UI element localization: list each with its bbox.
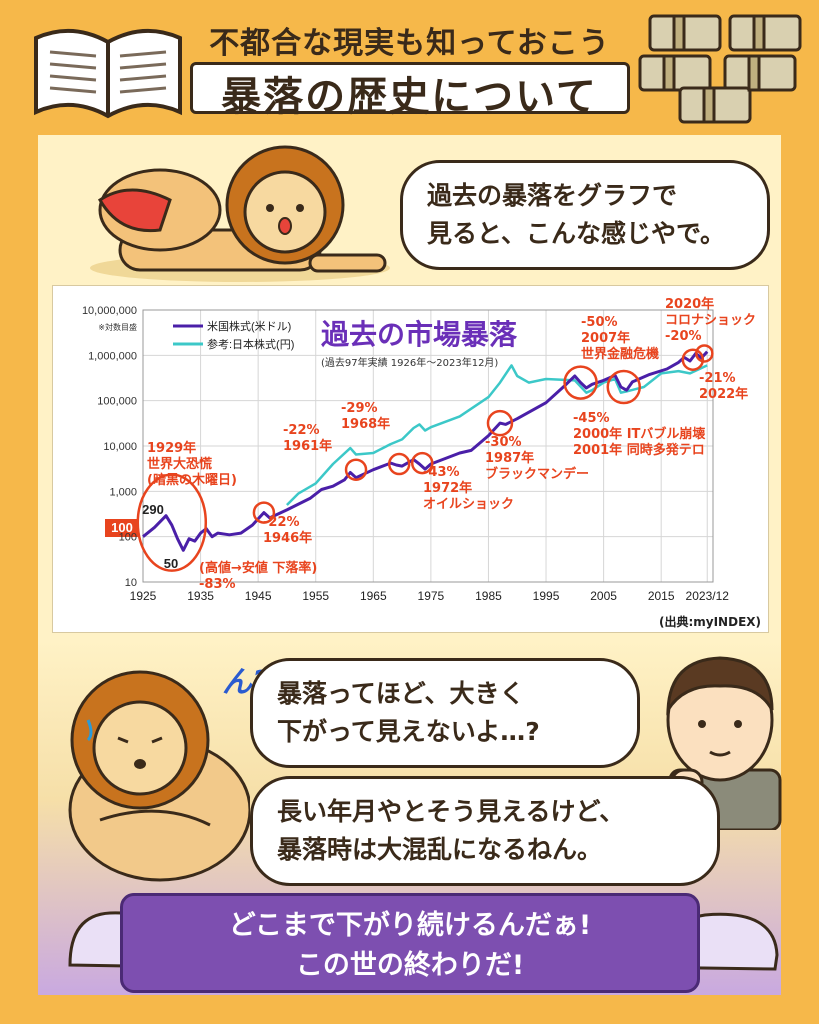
- legend-label: 参考:日本株式(円): [207, 337, 294, 351]
- event-circle: [681, 348, 705, 371]
- event-label: 2020年: [665, 296, 714, 312]
- y-tick-label: 10,000,000: [82, 305, 137, 317]
- value-label: 100: [111, 520, 133, 535]
- event-label: -22%: [283, 423, 320, 438]
- banner-line: どこまで下がり続けるんだぁ!: [228, 910, 592, 941]
- bubble-line: 過去の暴落をグラフで: [427, 181, 678, 210]
- bubble-line: 暴落時は大混乱になるねん。: [277, 835, 603, 864]
- event-circle: [563, 365, 598, 400]
- event-label: 1968年: [341, 416, 390, 432]
- page-title: 暴落の歴史について: [221, 74, 598, 120]
- event-circle: [387, 452, 411, 476]
- x-tick-label: 1955: [302, 589, 329, 603]
- legend-label: 米国株式(米ドル): [207, 319, 291, 333]
- x-tick-label: 1935: [187, 589, 214, 603]
- shout-banner: どこまで下がり続けるんだぁ! この世の終わりだ!: [120, 893, 700, 993]
- x-tick-label: 2015: [648, 589, 675, 603]
- event-circle: [606, 369, 642, 405]
- lion-worried-illustration: [68, 670, 250, 882]
- value-label: 290: [142, 502, 164, 517]
- y-tick-label: 10,000: [103, 441, 137, 453]
- money-stack-icon: [638, 14, 802, 124]
- event-label: -30%: [485, 435, 522, 450]
- event-label: -83%: [199, 577, 236, 592]
- event-label: -50%: [581, 315, 618, 330]
- x-tick-label: 1995: [533, 589, 560, 603]
- event-label: 2000年 ITバブル崩壊: [573, 426, 706, 442]
- event-label: 2007年: [581, 330, 630, 346]
- chart-title: 過去の市場暴落: [321, 318, 518, 351]
- chart-text: 10,000,000 1,000,000 100,000 10,000 1,000 100…: [82, 305, 761, 629]
- x-tick-label: 1965: [360, 589, 387, 603]
- x-tick-label: 1975: [418, 589, 445, 603]
- speech-bubble-man: 暴落ってほど、大きく 下がって見えないよ…?: [250, 658, 640, 768]
- event-label: 1987年: [485, 450, 534, 466]
- y-tick-label: 10: [125, 577, 137, 589]
- event-circle: [410, 451, 434, 475]
- y-tick-label: 100,000: [97, 396, 137, 408]
- y-tick-label: 100: [119, 532, 137, 544]
- banner-line: この世の終わりだ!: [295, 950, 525, 981]
- event-label: 1929年: [147, 440, 196, 456]
- x-tick-label: 1945: [245, 589, 272, 603]
- event-label: (高値→安値 下落率): [199, 560, 317, 576]
- x-tick-label: 2005: [590, 589, 617, 603]
- series-line: [286, 364, 708, 506]
- event-circle: [695, 344, 714, 363]
- title-strip: [190, 62, 630, 114]
- bubble-line: 暴落ってほど、大きく: [277, 679, 525, 708]
- page-subtitle: 不都合な現実も知っておこう: [209, 26, 610, 61]
- speech-bubble-lion-top: 過去の暴落をグラフで 見ると、こんな感じやで。: [400, 160, 770, 270]
- event-label: 1946年: [263, 530, 312, 546]
- event-circle: [252, 501, 276, 524]
- bubble-line: 見ると、こんな感じやで。: [427, 219, 726, 248]
- event-label: -45%: [573, 411, 610, 426]
- event-label: -29%: [341, 401, 378, 416]
- chart-subtitle: (過去97年実績 1926年〜2023年12月): [321, 356, 498, 369]
- event-label: -21%: [699, 371, 736, 386]
- y-tick-label: 1,000: [109, 486, 137, 498]
- event-label: 世界大恐慌: [147, 456, 212, 472]
- event-label: 2022年: [699, 386, 748, 402]
- speech-bubble-lion-bottom: 長い年月やとそう見えるけど、 暴落時は大混乱になるねん。: [250, 776, 720, 886]
- event-label: ブラックマンデー: [485, 466, 589, 482]
- chart-grid: [142, 309, 714, 583]
- event-circle: [486, 409, 514, 437]
- x-tick-label: 1925: [130, 589, 157, 603]
- bubble-line: 長い年月やとそう見えるけど、: [277, 797, 625, 826]
- base-value-box: [105, 519, 139, 537]
- event-label: -20%: [665, 329, 702, 344]
- y-tick-label: 1,000,000: [88, 350, 137, 362]
- event-label: (暗黒の木曜日): [147, 472, 237, 488]
- x-tick-label: 1985: [475, 589, 502, 603]
- scale-note: ※対数目盛: [98, 322, 137, 332]
- plot-frame: [142, 309, 714, 583]
- lion-lying-illustration: [90, 145, 390, 282]
- chart-panel: 1929年 世界大恐慌 (暗黒の木曜日) 290 50 100 (高値→安値 下落率) -83…: [52, 285, 769, 633]
- open-book-icon: [34, 28, 182, 119]
- x-tick-label: 2023/12: [686, 589, 730, 603]
- bubble-line: 下がって見えないよ…?: [277, 717, 540, 746]
- event-label: -22%: [263, 515, 300, 530]
- event-label: 世界金融危機: [581, 346, 659, 362]
- event-label: オイルショック: [423, 497, 514, 512]
- event-label: 1961年: [283, 438, 332, 454]
- value-label: 50: [164, 556, 178, 571]
- event-label: 1972年: [423, 480, 472, 496]
- event-circle: [344, 458, 368, 481]
- event-label: -43%: [423, 465, 460, 480]
- event-label: コロナショック: [665, 313, 756, 328]
- event-label: 2001年 同時多発テロ: [573, 442, 705, 458]
- chart-source: (出典:myINDEX): [659, 614, 761, 629]
